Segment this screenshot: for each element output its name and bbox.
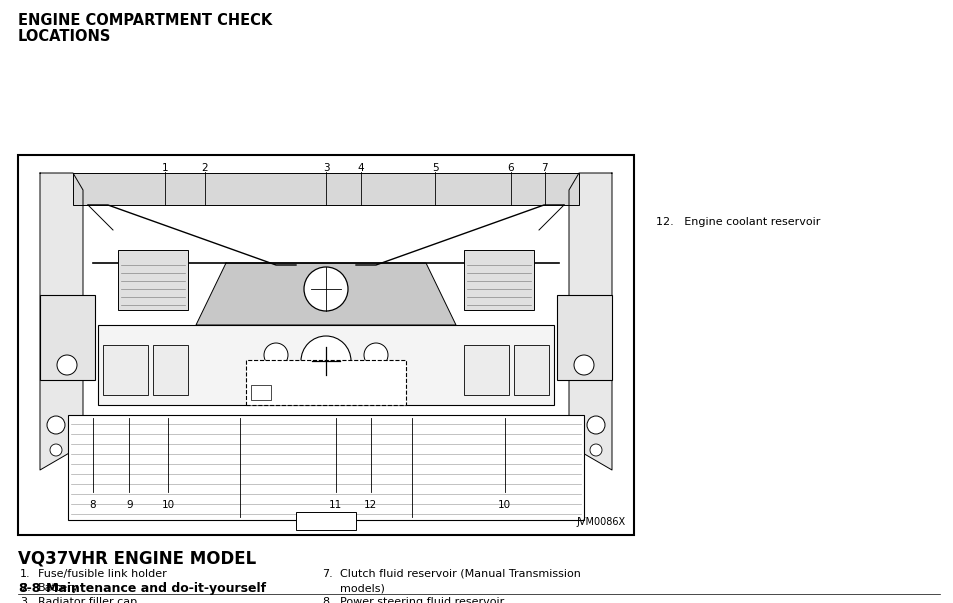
- Text: 7.: 7.: [322, 569, 333, 579]
- Polygon shape: [568, 173, 612, 470]
- Bar: [40, 295, 95, 380]
- Text: 1: 1: [162, 163, 168, 173]
- Bar: [557, 295, 612, 380]
- Text: 9: 9: [126, 500, 132, 510]
- Text: 6: 6: [507, 163, 514, 173]
- Bar: [251, 385, 271, 400]
- Bar: [68, 415, 583, 520]
- Circle shape: [364, 343, 388, 367]
- Bar: [103, 345, 148, 395]
- Bar: [295, 512, 355, 530]
- Text: 7: 7: [540, 163, 547, 173]
- Polygon shape: [195, 263, 456, 325]
- Circle shape: [47, 416, 65, 434]
- Text: 2.: 2.: [20, 583, 30, 593]
- Bar: [73, 173, 578, 205]
- Text: ENGINE COMPARTMENT CHECK: ENGINE COMPARTMENT CHECK: [18, 13, 272, 28]
- Text: 12.   Engine coolant reservoir: 12. Engine coolant reservoir: [656, 217, 820, 227]
- Bar: [514, 345, 548, 395]
- Text: models): models): [339, 583, 384, 593]
- Text: 5: 5: [432, 163, 438, 173]
- Text: VQ37VHR ENGINE MODEL: VQ37VHR ENGINE MODEL: [18, 549, 256, 567]
- Polygon shape: [40, 173, 83, 470]
- Text: 10: 10: [161, 500, 174, 510]
- Text: 4: 4: [357, 163, 364, 173]
- Bar: [18, 155, 634, 535]
- Bar: [98, 325, 554, 405]
- Circle shape: [586, 416, 604, 434]
- Circle shape: [301, 336, 351, 386]
- Circle shape: [50, 444, 62, 456]
- Circle shape: [264, 343, 288, 367]
- Text: Radiator filler cap: Radiator filler cap: [38, 598, 137, 603]
- Circle shape: [57, 355, 77, 375]
- Circle shape: [574, 355, 594, 375]
- Text: Maintenance and do-it-yourself: Maintenance and do-it-yourself: [46, 582, 266, 595]
- Text: 10: 10: [497, 500, 511, 510]
- Circle shape: [304, 267, 348, 311]
- Text: Fuse/fusible link holder: Fuse/fusible link holder: [38, 569, 167, 579]
- Bar: [463, 250, 534, 310]
- Text: 2: 2: [201, 163, 208, 173]
- Bar: [118, 250, 188, 310]
- Text: LOCATIONS: LOCATIONS: [18, 29, 112, 44]
- Circle shape: [589, 444, 601, 456]
- Bar: [152, 345, 188, 395]
- Text: 3.: 3.: [20, 598, 30, 603]
- Bar: [246, 360, 406, 405]
- Ellipse shape: [311, 268, 340, 288]
- Text: 12: 12: [364, 500, 377, 510]
- Text: 8-8: 8-8: [18, 582, 40, 595]
- Text: Clutch fluid reservoir (Manual Transmission: Clutch fluid reservoir (Manual Transmiss…: [339, 569, 580, 579]
- Text: 3: 3: [322, 163, 329, 173]
- Text: 1.: 1.: [20, 569, 30, 579]
- Text: 8.: 8.: [322, 598, 333, 603]
- Text: 8: 8: [90, 500, 95, 510]
- Text: 11: 11: [329, 500, 342, 510]
- Bar: [463, 345, 509, 395]
- Text: Power steering fluid reservoir: Power steering fluid reservoir: [339, 598, 504, 603]
- Text: JVM0086X: JVM0086X: [577, 517, 625, 527]
- Text: Battery: Battery: [38, 583, 79, 593]
